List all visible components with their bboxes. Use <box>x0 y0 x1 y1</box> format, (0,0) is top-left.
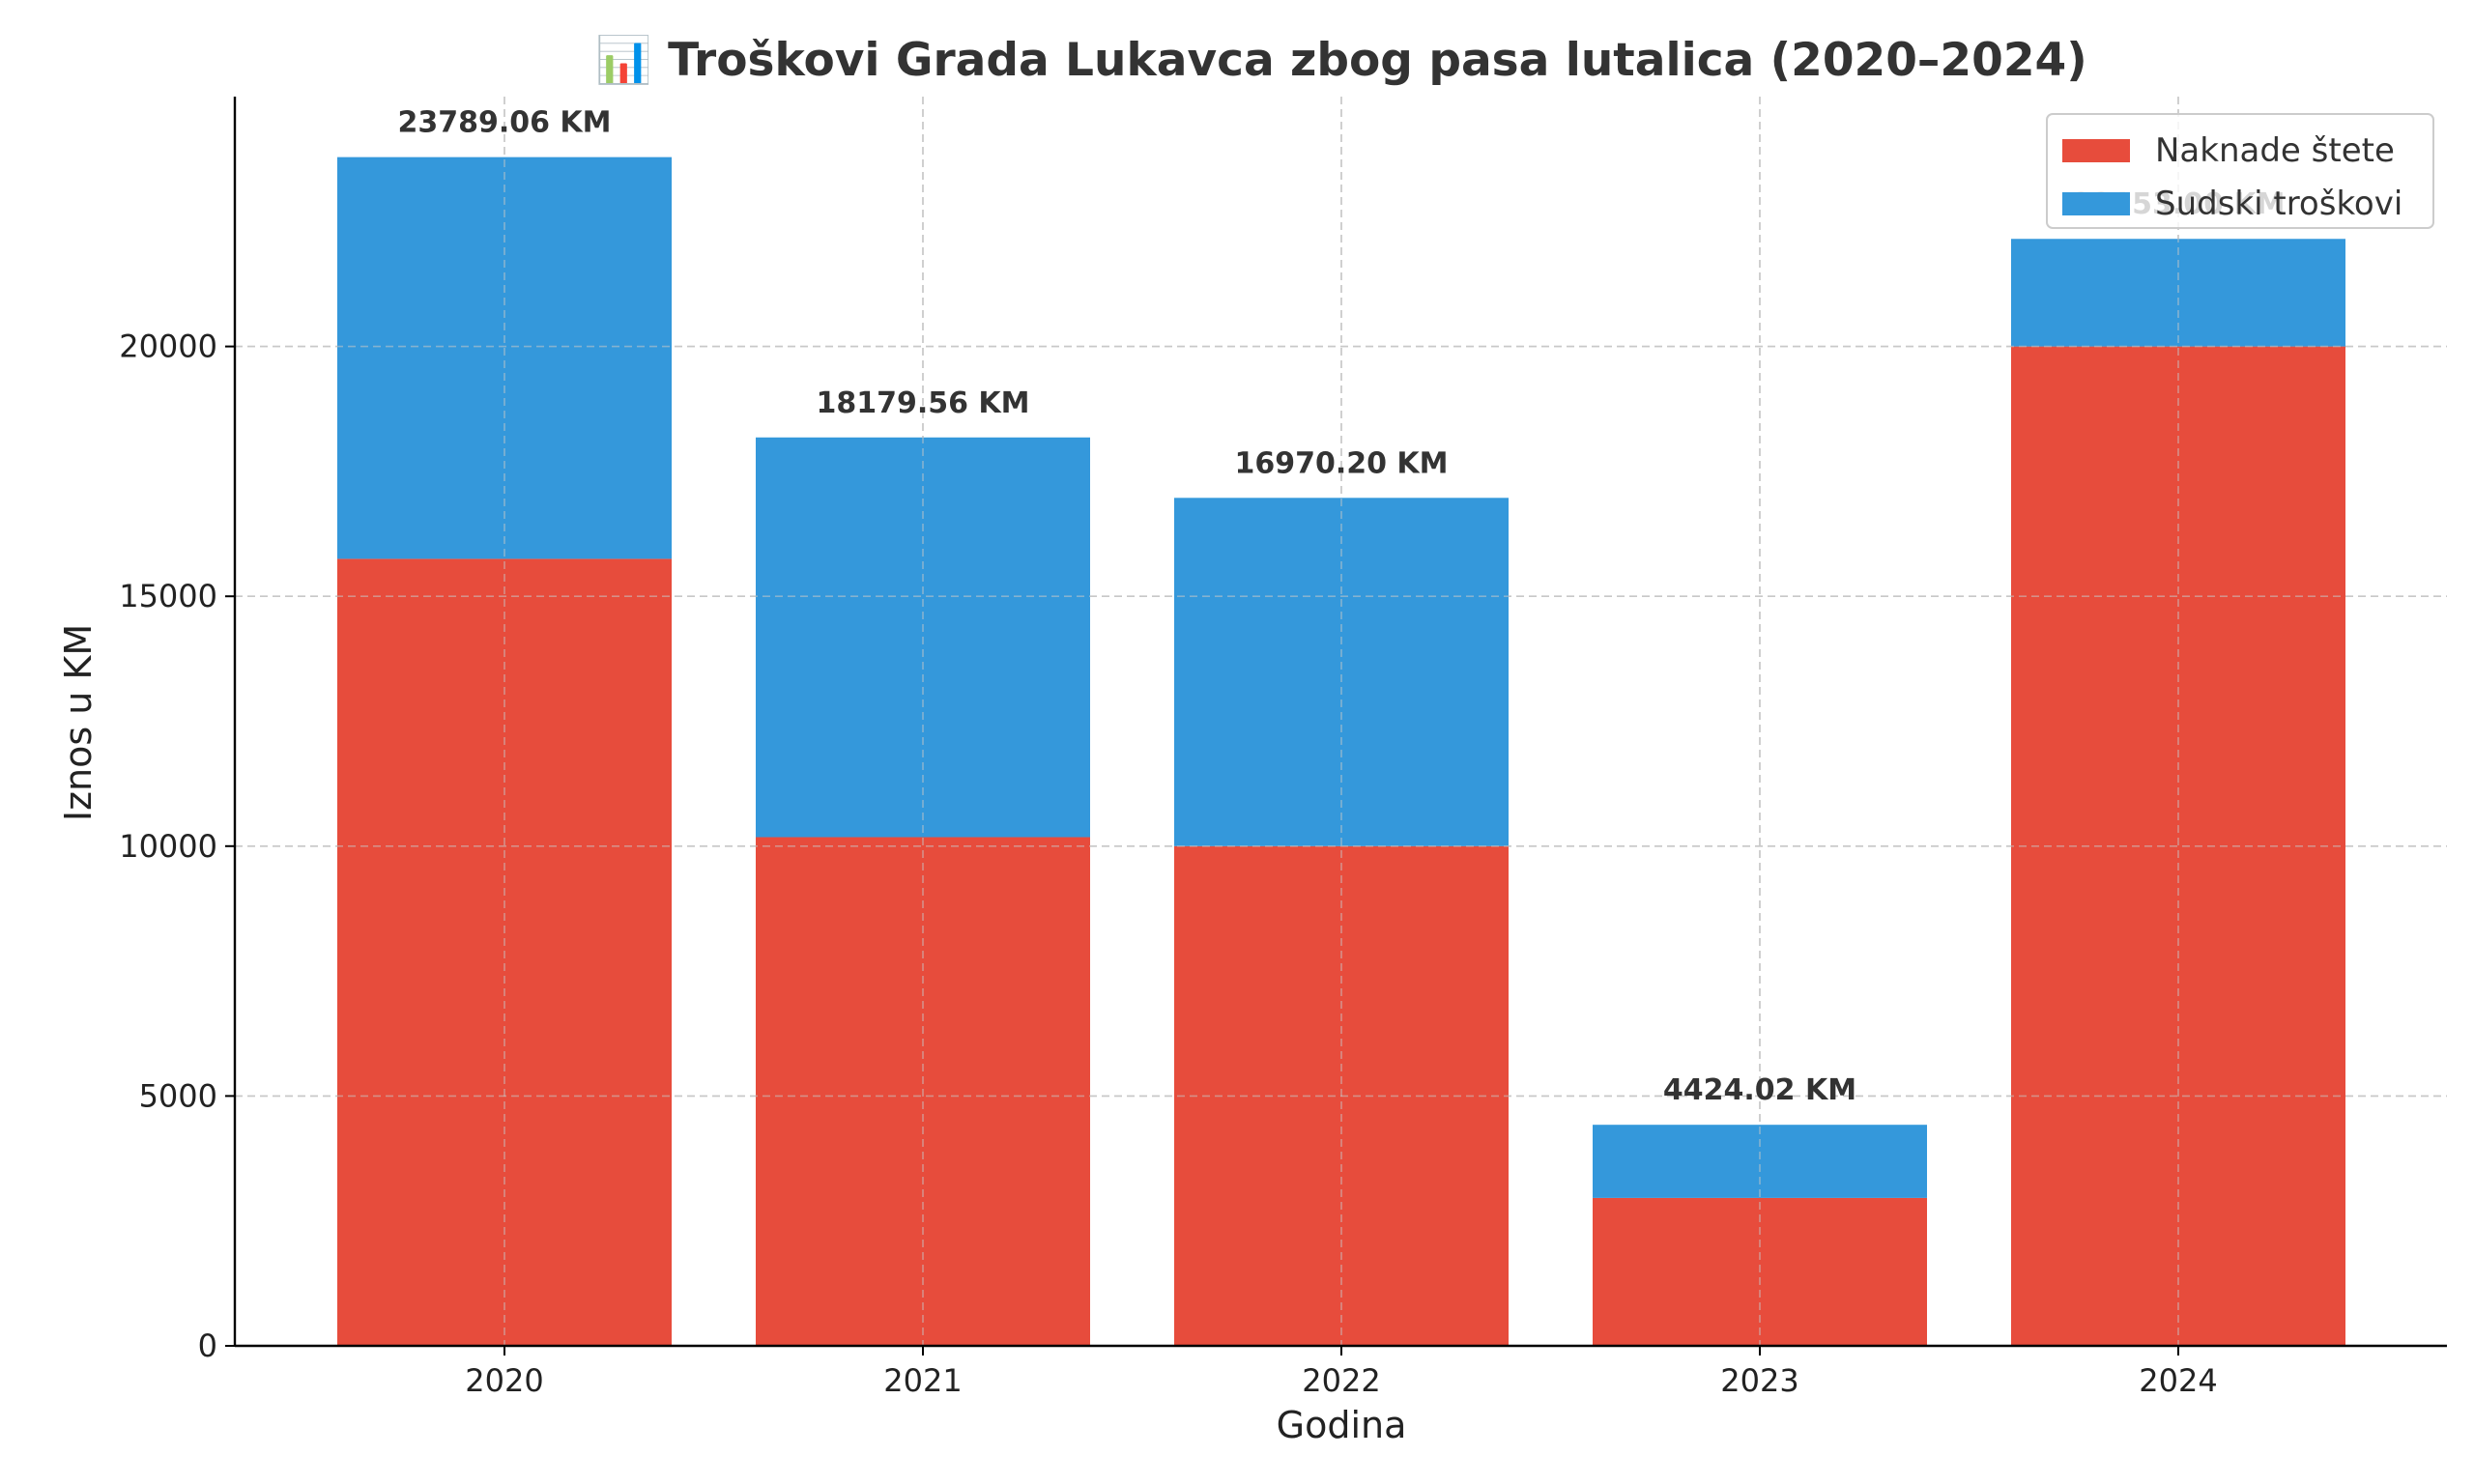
y-tick-label: 15000 <box>119 578 217 614</box>
bar-sudski-troskovi-2023 <box>1593 1125 1927 1198</box>
y-tick-label: 0 <box>198 1327 217 1364</box>
legend-label-naknade-stete: Naknade štete <box>2155 131 2395 170</box>
x-tick-label-2021: 2021 <box>883 1362 962 1399</box>
y-axis-label: Iznos u KM <box>57 624 100 821</box>
x-axis-label: Godina <box>1277 1404 1407 1446</box>
total-label-2023: 4424.02 KM <box>1663 1073 1856 1107</box>
x-tick-label-2024: 2024 <box>2139 1362 2217 1399</box>
legend-swatch-sudski-troskovi <box>2062 192 2130 215</box>
total-label-2021: 18179.56 KM <box>816 386 1029 420</box>
x-tick-label-2023: 2023 <box>1720 1362 1798 1399</box>
y-tick-label: 5000 <box>139 1077 217 1114</box>
legend-swatch-naknade-stete <box>2062 139 2130 162</box>
tick-labels: 0 5000 10000 15000 20000 2020 2021 2022 2023 2024 <box>119 328 2218 1399</box>
y-tick-label: 10000 <box>119 828 217 865</box>
y-tick-label: 20000 <box>119 328 217 365</box>
total-label-2020: 23789.06 KM <box>397 106 611 140</box>
x-tick-label-2022: 2022 <box>1302 1362 1380 1399</box>
axes <box>225 97 2447 1356</box>
legend-label-sudski-troskovi: Sudski troškovi <box>2155 185 2402 223</box>
legend: Naknade štete Sudski troškovi <box>2046 113 2434 229</box>
total-label-2022: 16970.20 KM <box>1234 446 1448 480</box>
legend-box <box>2046 113 2434 229</box>
x-tick-label-2020: 2020 <box>465 1362 543 1399</box>
bars <box>235 97 2447 1347</box>
chart-title: 📊 Troškovi Grada Lukavca zbog pasa lutal… <box>595 34 2086 87</box>
